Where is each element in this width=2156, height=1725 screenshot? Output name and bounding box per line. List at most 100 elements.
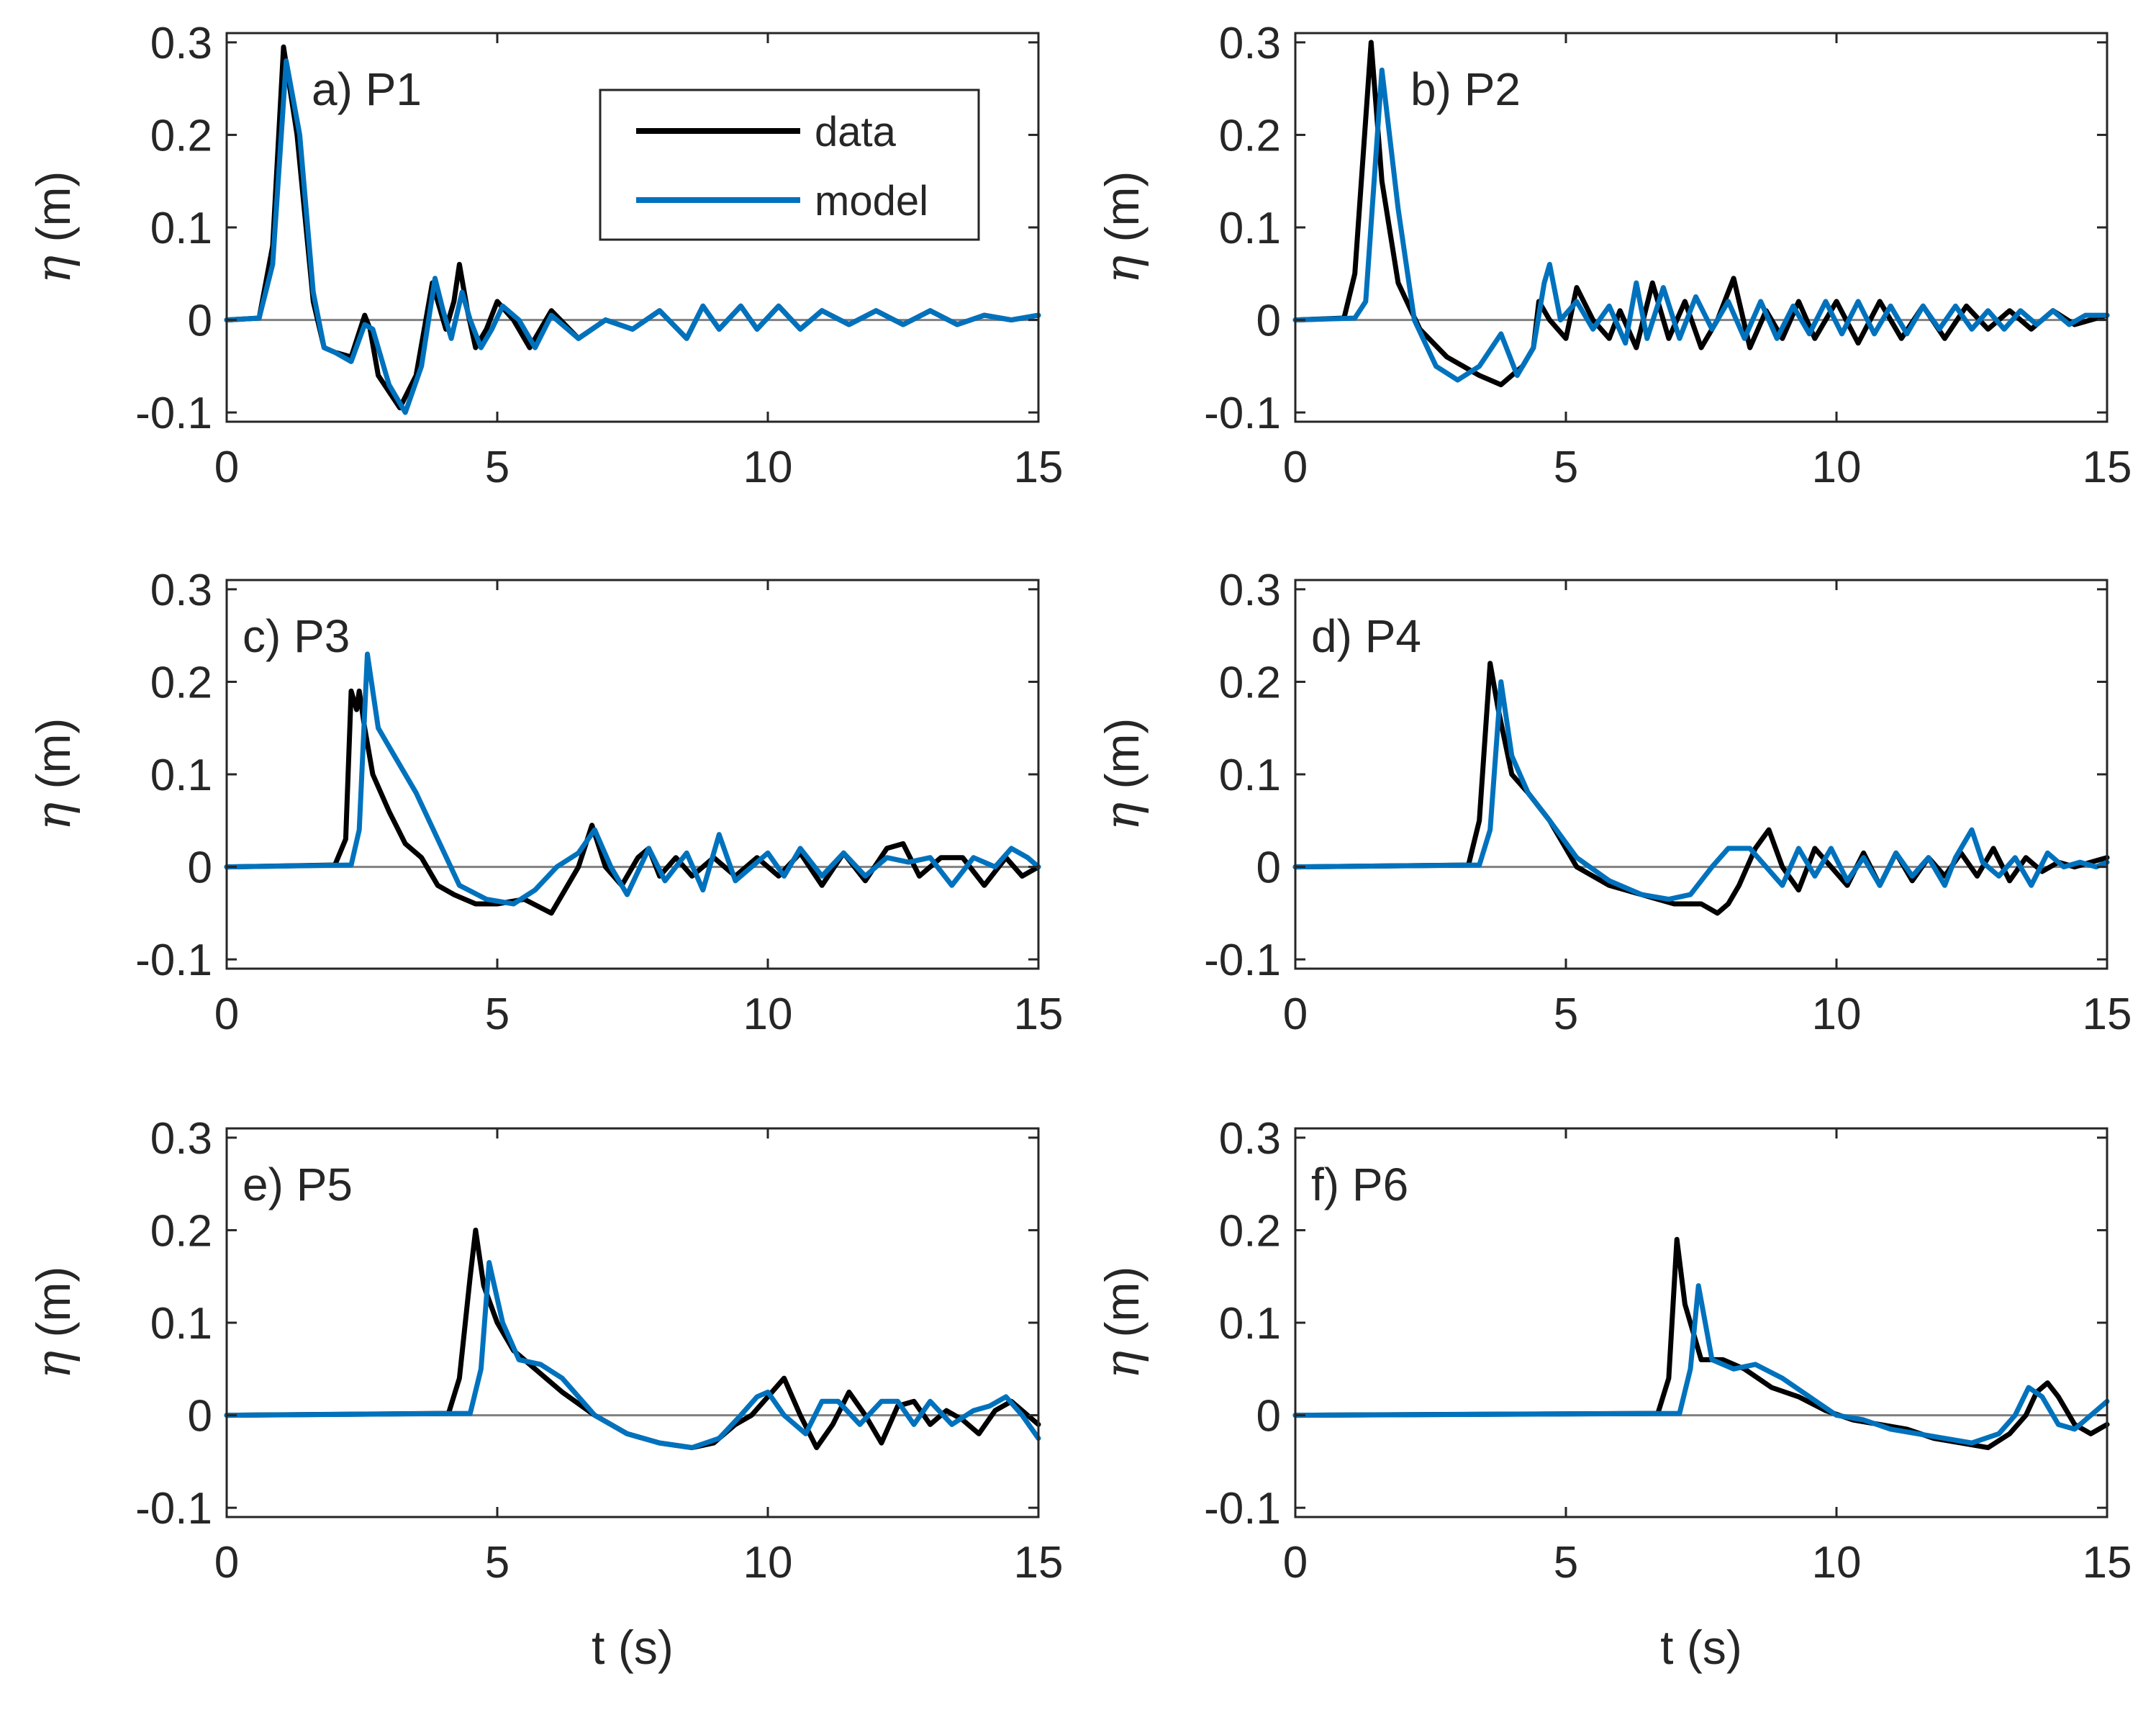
y-axis-symbol: η bbox=[26, 255, 81, 284]
x-tick-label: 0 bbox=[1283, 1538, 1308, 1588]
series-model-line bbox=[1292, 67, 2110, 383]
y-tick-label: 0.2 bbox=[150, 111, 212, 160]
legend: data model bbox=[599, 89, 980, 241]
x-tick-label: 15 bbox=[2083, 990, 2132, 1039]
y-tick-label: 0.2 bbox=[1219, 658, 1281, 707]
series-model-line bbox=[224, 651, 1041, 907]
plot-area bbox=[1295, 1128, 2107, 1517]
y-tick-label: 0.1 bbox=[1219, 204, 1281, 253]
y-tick-label: 0.3 bbox=[1219, 1114, 1281, 1164]
y-axis-label: η (m) bbox=[26, 1267, 81, 1380]
x-axis-label: t (s) bbox=[592, 1621, 674, 1674]
y-tick-label: 0 bbox=[1256, 843, 1281, 893]
x-tick-label: 5 bbox=[1554, 443, 1578, 492]
x-tick-label: 15 bbox=[1014, 443, 1064, 492]
x-axis-label: t (s) bbox=[1660, 1621, 1742, 1674]
x-tick-label: 10 bbox=[743, 1538, 793, 1588]
y-tick-label: -0.1 bbox=[1204, 1484, 1281, 1534]
y-tick-label: 0.1 bbox=[150, 751, 212, 800]
y-tick-label: 0.2 bbox=[150, 1206, 212, 1256]
subplot-4: 0 5 10 15-0.100.10.20.3η (m)d) P4 bbox=[1095, 566, 2132, 1039]
y-tick-label: 0 bbox=[188, 296, 212, 346]
y-axis-label: η (m) bbox=[1095, 718, 1150, 831]
series-data-line bbox=[224, 688, 1041, 916]
panel-label: d) P4 bbox=[1311, 610, 1421, 662]
legend-box bbox=[599, 89, 980, 241]
y-tick-label: 0.1 bbox=[150, 204, 212, 253]
panel-label: a) P1 bbox=[312, 63, 422, 115]
y-tick-label: 0 bbox=[188, 1392, 212, 1441]
y-tick-label: -0.1 bbox=[1204, 936, 1281, 985]
y-tick-label: 0 bbox=[188, 843, 212, 893]
x-tick-label: 0 bbox=[1283, 443, 1308, 492]
x-tick-label: 15 bbox=[1014, 990, 1064, 1039]
y-axis-label: η (m) bbox=[26, 718, 81, 831]
y-tick-label: 0.2 bbox=[1219, 1206, 1281, 1256]
series-data-line bbox=[1292, 40, 2110, 388]
y-tick-label: -0.1 bbox=[1204, 389, 1281, 438]
y-tick-label: -0.1 bbox=[135, 936, 212, 985]
plot-area bbox=[227, 1128, 1038, 1517]
y-axis-label: η (m) bbox=[1095, 171, 1150, 284]
series-model-line bbox=[1292, 679, 2110, 902]
series-model-line bbox=[1292, 1283, 2110, 1446]
y-tick-label: 0.2 bbox=[150, 658, 212, 707]
y-tick-label: 0.3 bbox=[150, 566, 212, 615]
x-tick-label: 5 bbox=[1554, 1538, 1578, 1588]
x-tick-label: 10 bbox=[743, 990, 793, 1039]
y-axis-symbol: η bbox=[1095, 802, 1150, 831]
y-tick-label: 0.1 bbox=[1219, 1299, 1281, 1349]
y-axis-unit: (m) bbox=[27, 171, 80, 255]
y-axis-symbol: η bbox=[1095, 1351, 1150, 1380]
y-axis-unit: (m) bbox=[1095, 718, 1149, 802]
x-tick-label: 0 bbox=[214, 990, 239, 1039]
legend-model-label: model bbox=[815, 178, 928, 225]
x-tick-label: 10 bbox=[743, 443, 793, 492]
y-tick-label: -0.1 bbox=[135, 389, 212, 438]
y-tick-label: -0.1 bbox=[135, 1484, 212, 1534]
y-tick-label: 0.3 bbox=[1219, 19, 1281, 68]
y-axis-symbol: η bbox=[26, 802, 81, 831]
y-tick-label: 0 bbox=[1256, 1392, 1281, 1441]
x-tick-label: 5 bbox=[1554, 990, 1578, 1039]
legend-data-label: data bbox=[815, 109, 897, 155]
subplot-6: 0 5 10 15-0.100.10.20.3η (m)f) P6t (s) bbox=[1095, 1114, 2132, 1674]
y-axis-symbol: η bbox=[1095, 255, 1150, 284]
x-tick-label: 5 bbox=[485, 443, 509, 492]
x-tick-label: 10 bbox=[1812, 990, 1862, 1039]
subplot-2: 0 5 10 15-0.100.10.20.3η (m)b) P2 bbox=[1095, 19, 2132, 492]
y-axis-unit: (m) bbox=[27, 1267, 80, 1351]
y-axis-label: η (m) bbox=[1095, 1267, 1150, 1380]
panel-label: b) P2 bbox=[1410, 63, 1521, 115]
y-tick-label: 0.3 bbox=[150, 19, 212, 68]
x-tick-label: 0 bbox=[214, 443, 239, 492]
subplot-5: 0 5 10 15-0.100.10.20.3η (m)e) P5t (s) bbox=[26, 1114, 1063, 1674]
y-axis-symbol: η bbox=[26, 1351, 81, 1380]
y-axis-unit: (m) bbox=[27, 718, 80, 802]
x-tick-label: 15 bbox=[2083, 1538, 2132, 1588]
x-tick-label: 10 bbox=[1812, 443, 1862, 492]
y-tick-label: 0.1 bbox=[1219, 751, 1281, 800]
series-model-line bbox=[224, 1259, 1041, 1451]
y-axis-unit: (m) bbox=[1095, 1267, 1149, 1351]
x-tick-label: 10 bbox=[1812, 1538, 1862, 1588]
subplot-3: 0 5 10 15-0.100.10.20.3η (m)c) P3 bbox=[26, 566, 1063, 1039]
series-data-line bbox=[224, 1227, 1041, 1451]
y-tick-label: 0 bbox=[1256, 296, 1281, 346]
y-tick-label: 0.2 bbox=[1219, 111, 1281, 160]
x-tick-label: 5 bbox=[485, 990, 509, 1039]
series-model-line bbox=[224, 58, 1041, 415]
panel-label: c) P3 bbox=[243, 610, 350, 662]
x-tick-label: 0 bbox=[1283, 990, 1308, 1039]
x-tick-label: 0 bbox=[214, 1538, 239, 1588]
panel-label: e) P5 bbox=[243, 1159, 353, 1210]
x-tick-label: 15 bbox=[1014, 1538, 1064, 1588]
y-tick-label: 0.3 bbox=[150, 1114, 212, 1164]
y-axis-unit: (m) bbox=[1095, 171, 1149, 255]
x-tick-label: 5 bbox=[485, 1538, 509, 1588]
x-tick-label: 15 bbox=[2083, 443, 2132, 492]
panel-label: f) P6 bbox=[1311, 1159, 1408, 1210]
y-tick-label: 0.1 bbox=[150, 1299, 212, 1349]
y-tick-label: 0.3 bbox=[1219, 566, 1281, 615]
